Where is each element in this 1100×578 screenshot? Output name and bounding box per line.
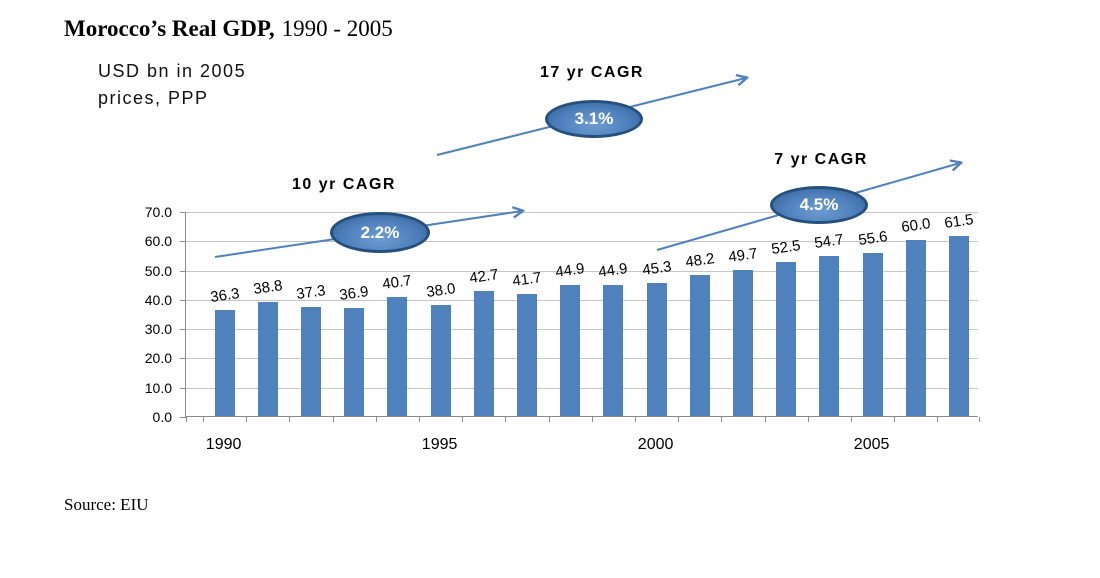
subtitle-line-1: USD bn in 2005 [98,61,247,81]
bar [733,270,753,416]
plot-area: 36.3 38.8 37.3 36.9 40.7 38.0 42.7 41.7 44.9 44.9… [180,211,980,422]
x-axis-tick [635,417,636,422]
x-axis-tick [678,417,680,422]
y-axis-label: 20.0 [144,350,172,366]
bar [560,285,581,416]
x-axis-tick [851,417,852,422]
bar [603,285,624,416]
x-axis-tick [203,417,204,422]
bar [646,283,667,416]
y-axis-tick [180,241,186,242]
x-axis-tick [505,417,507,422]
chart-subtitle: USD bn in 2005 prices, PPP [98,58,246,112]
bar [689,275,710,416]
bar [344,308,365,416]
gridline [186,388,978,389]
bar [905,240,926,416]
bar [301,307,321,416]
ellipse-7yr-cagr: 4.5% [770,186,868,224]
x-axis-tick [807,417,809,422]
x-axis-label: 2000 [637,436,674,453]
gridline [186,300,978,301]
source-note: Source: EIU [64,495,149,514]
y-axis-label: 10.0 [144,380,172,396]
y-axis-label: 30.0 [144,321,172,337]
x-axis-tick [764,417,766,422]
x-axis-tick [894,417,896,422]
y-axis-label: 60.0 [144,233,172,249]
ellipse-17yr-cagr: 3.1% [545,100,643,138]
chart-title: Morocco’s Real GDP, 1990 - 2005 [64,16,393,42]
y-axis-tick [180,388,186,389]
label-17yr-cagr: 17 yr CAGR [540,64,644,81]
x-axis-tick [462,417,464,422]
x-axis-label: 2005 [853,436,890,453]
gridline [186,271,978,272]
label-10yr-cagr: 10 yr CAGR [292,176,396,193]
x-axis-tick [721,417,723,422]
bar [430,305,451,416]
x-axis-tick [548,417,550,422]
value-7yr-cagr: 4.5% [799,195,839,214]
x-axis-tick [332,417,334,422]
gridline [186,212,978,213]
gridline [186,241,978,242]
gridline [186,329,978,330]
x-axis-label: 1995 [421,436,458,453]
value-17yr-cagr: 3.1% [574,109,614,128]
label-7yr-cagr: 7 yr CAGR [774,151,868,168]
chart-title-range: 1990 - 2005 [281,16,393,41]
bar [819,256,840,416]
chart-title-main: Morocco’s Real GDP, [64,16,275,41]
y-axis-label: 50.0 [144,263,172,279]
bar [862,253,883,416]
bar [517,294,537,416]
bar [776,262,797,416]
y-axis-tick [180,417,186,418]
x-axis-tick [246,417,248,422]
y-axis-tick [180,300,186,301]
value-10yr-cagr: 2.2% [360,222,400,242]
y-axis-tick [180,329,186,330]
bar [257,302,278,416]
gridline [186,358,978,359]
x-axis-tick [591,417,593,422]
x-axis-tick [186,417,187,422]
x-axis-tick [289,417,291,422]
y-axis-label: 70.0 [144,204,172,220]
x-axis-label: 1990 [205,436,242,453]
y-axis-tick [180,212,186,213]
subtitle-line-2: prices, PPP [98,88,209,108]
x-axis-tick [375,417,377,422]
x-axis-tick [419,417,420,422]
x-axis-tick [979,417,980,422]
y-axis-tick [180,358,186,359]
y-axis-label: 40.0 [144,292,172,308]
x-axis-tick [937,417,939,422]
y-axis-tick [180,271,186,272]
bar [949,236,969,416]
bar [214,310,235,416]
y-axis-label: 0.0 [152,409,172,425]
ellipse-10yr-cagr: 2.2% [330,212,430,253]
bar [387,297,408,416]
bar [473,291,494,416]
